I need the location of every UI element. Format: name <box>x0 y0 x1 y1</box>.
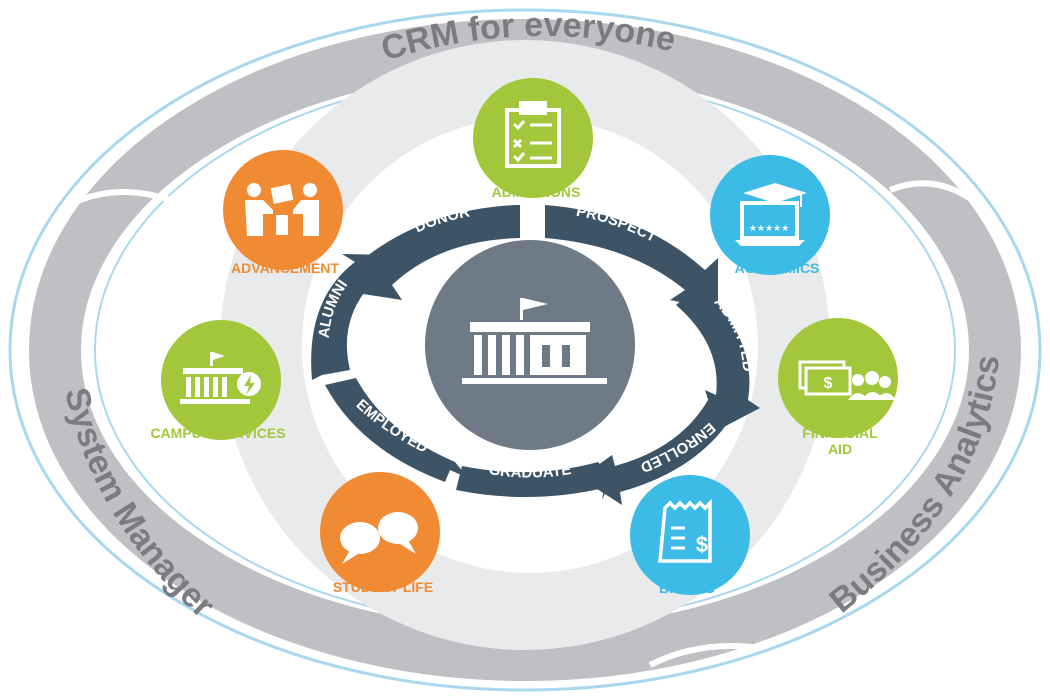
campus-services-label: CAMPUS SERVICES <box>150 425 285 441</box>
admissions-label: ADMISSIONS <box>492 184 581 200</box>
campus-services-circle <box>161 320 281 440</box>
academics-circle <box>710 155 830 275</box>
money-people-icon: $ <box>798 360 896 400</box>
stage-graduate: GRADUATE <box>488 461 573 481</box>
graduation-cap-laptop-icon: ★★★★★ <box>735 183 807 246</box>
cycle-arrow-graduate <box>456 462 612 500</box>
billing-circle <box>630 475 750 595</box>
lifecycle-cycle <box>311 205 760 505</box>
cycle-arrow-employed <box>325 378 468 482</box>
node-advancement[interactable]: ADVANCEMENT <box>223 150 343 276</box>
svg-text:$: $ <box>824 375 833 392</box>
advancement-label: ADVANCEMENT <box>231 260 339 276</box>
speech-bubbles-icon <box>340 512 418 564</box>
node-admissions[interactable]: ADMISSIONS <box>473 78 593 200</box>
node-financial-aid[interactable]: $ FINANCIAL AID <box>778 318 898 457</box>
node-campus-services[interactable]: CAMPUS SERVICES <box>150 320 286 441</box>
receipt-dollar-icon: $ <box>658 498 712 563</box>
svg-text:$: $ <box>696 532 708 557</box>
financial-aid-label-line2: AID <box>828 441 852 457</box>
node-billing[interactable]: $ BILLING <box>630 475 750 596</box>
cycle-arrow-alumni <box>311 254 395 380</box>
university-building-icon <box>425 240 635 450</box>
admissions-circle <box>473 78 593 198</box>
cycle-arrow-prospect <box>545 205 718 310</box>
financial-aid-label-line1: FINANCIAL <box>802 425 878 441</box>
node-academics[interactable]: ★★★★★ ACADEMICS <box>710 155 830 276</box>
cycle-arrow-donor <box>350 205 520 300</box>
academics-label: ACADEMICS <box>735 260 820 276</box>
cycle-arrow-admitted <box>676 285 760 430</box>
clipboard-checklist-icon <box>505 101 561 168</box>
handshake-people-icon <box>245 183 319 236</box>
node-student-life[interactable]: STUDENT LIFE <box>320 472 440 595</box>
advancement-circle <box>223 150 343 270</box>
svg-text:★★★★★: ★★★★★ <box>749 223 789 233</box>
building-lightning-icon <box>180 352 261 404</box>
cycle-arrow-enrolled <box>580 400 735 505</box>
billing-label: BILLING <box>659 580 715 596</box>
student-life-label: STUDENT LIFE <box>333 579 433 595</box>
